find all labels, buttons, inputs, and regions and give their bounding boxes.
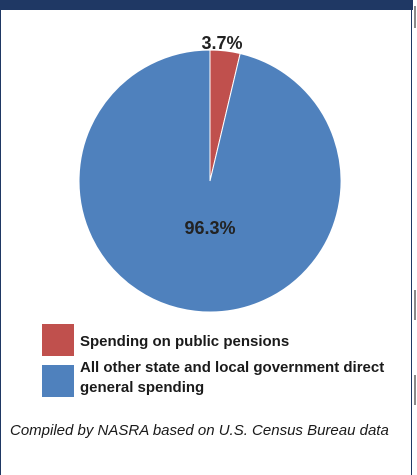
source-caption: Compiled by NASRA based on U.S. Census B… xyxy=(10,422,389,439)
legend-item-other: All other state and local government dir… xyxy=(42,358,412,398)
data-label-pensions: 3.7% xyxy=(201,33,242,53)
right-edge-mark xyxy=(414,290,416,320)
right-edge-mark xyxy=(414,6,416,28)
legend: Spending on public pensions All other st… xyxy=(42,324,412,398)
legend-swatch-pensions xyxy=(42,324,74,356)
legend-label-other: All other state and local government dir… xyxy=(80,359,385,396)
legend-item-pensions: Spending on public pensions xyxy=(42,324,412,358)
pie-slice-other xyxy=(78,49,342,313)
chart-frame xyxy=(0,10,412,475)
pie-chart: 3.7% 96.3% xyxy=(78,33,342,313)
pie-labels: 3.7% 96.3% xyxy=(184,33,242,238)
legend-swatch-other xyxy=(42,365,74,397)
legend-label-pensions: Spending on public pensions xyxy=(80,333,290,350)
data-label-other: 96.3% xyxy=(184,218,235,238)
header-bar xyxy=(0,0,413,10)
right-edge-mark xyxy=(414,375,416,405)
pie-slices xyxy=(78,49,342,313)
